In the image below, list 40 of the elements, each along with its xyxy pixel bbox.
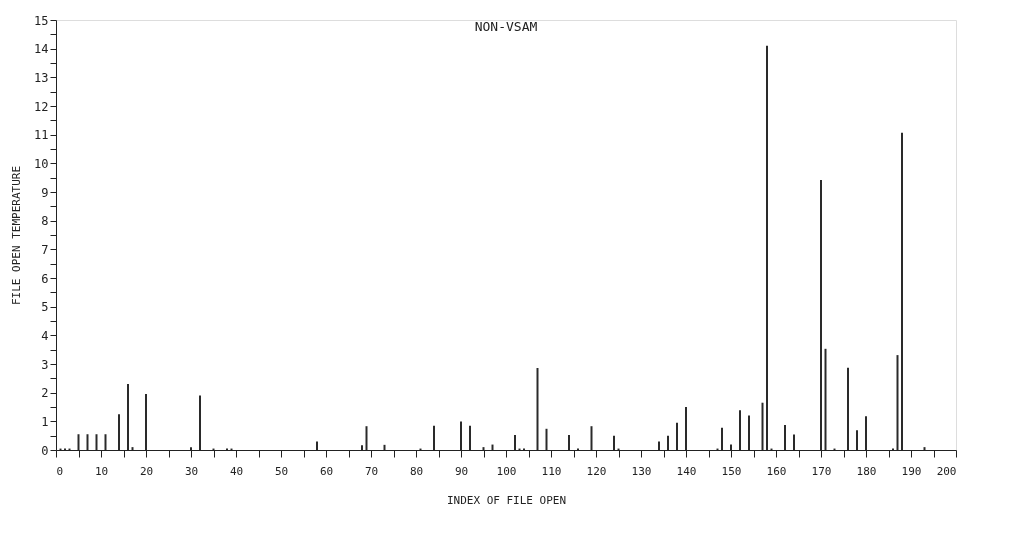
x-tick-label: 30 <box>184 464 199 478</box>
y-tick-label: 4 <box>41 328 49 343</box>
x-tick-label: 130 <box>631 464 652 478</box>
y-tick-label: 12 <box>34 99 49 114</box>
y-tick-label: 6 <box>41 271 49 286</box>
x-tick-label: 170 <box>811 464 832 478</box>
x-tick-label: 40 <box>229 464 244 478</box>
y-tick-label: 15 <box>34 13 49 28</box>
y-tick-label: 8 <box>41 214 49 229</box>
y-tick-label: 5 <box>41 300 49 315</box>
x-tick-label: 160 <box>766 464 787 478</box>
y-tick-label: 10 <box>34 156 49 171</box>
x-tick-label: 90 <box>454 464 469 478</box>
y-tick-label: 0 <box>41 443 49 458</box>
x-tick-label: 180 <box>856 464 877 478</box>
x-tick-label: 140 <box>676 464 697 478</box>
y-tick-label: 2 <box>41 386 49 401</box>
y-axis-title: FILE OPEN TEMPERATURE <box>10 165 24 306</box>
x-tick-label: 190 <box>901 464 922 478</box>
x-tick-label: 20 <box>139 464 154 478</box>
x-tick-label: 120 <box>586 464 607 478</box>
x-tick-label: 100 <box>496 464 517 478</box>
chart-title: NON-VSAM <box>474 19 538 34</box>
x-tick-label: 110 <box>541 464 562 478</box>
x-tick-label: 0 <box>56 464 64 478</box>
y-tick-label: 13 <box>34 70 49 85</box>
x-tick-label: 70 <box>364 464 379 478</box>
y-tick-label: 14 <box>34 42 49 57</box>
x-tick-label: 80 <box>409 464 424 478</box>
y-tick-label: 11 <box>34 128 49 143</box>
y-tick-label: 1 <box>41 414 49 429</box>
x-axis-title: INDEX OF FILE OPEN <box>446 493 567 507</box>
x-tick-label: 60 <box>319 464 334 478</box>
x-tick-label: 200 <box>936 464 957 478</box>
y-tick-label: 3 <box>41 357 49 372</box>
x-tick-label: 50 <box>274 464 289 478</box>
y-tick-label: 9 <box>41 185 49 200</box>
x-tick-label: 150 <box>721 464 742 478</box>
x-tick-label: 10 <box>94 464 109 478</box>
y-tick-label: 7 <box>41 242 49 257</box>
